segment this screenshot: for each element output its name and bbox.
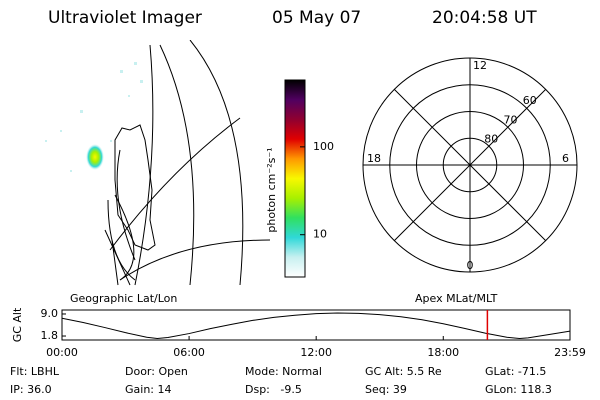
status-field: Mode: Normal bbox=[245, 365, 322, 378]
map bbox=[45, 40, 270, 286]
colorbar: 10 100 bbox=[284, 79, 334, 278]
altitude-line bbox=[61, 312, 571, 339]
colorbar-tick-label: 100 bbox=[313, 140, 334, 153]
y-tick-label: 1.8 bbox=[41, 329, 59, 342]
status-field: Gain: 14 bbox=[125, 383, 172, 396]
polar-label: Apex MLat/MLT bbox=[415, 292, 498, 305]
aurora-spot bbox=[86, 144, 104, 170]
x-tick-label: 06:00 bbox=[173, 346, 205, 359]
title: Ultraviolet Imager bbox=[48, 8, 202, 28]
lat-ring bbox=[389, 84, 551, 246]
status-field: Flt: LBHL bbox=[10, 365, 60, 378]
date: 05 May 07 bbox=[272, 8, 361, 28]
orbit-plot: GC Alt 9.0 1.8 00:00 06:00 12:00 18:00 23:59 bbox=[11, 307, 586, 359]
colorbar-label: photon cm⁻²s⁻¹ bbox=[265, 147, 278, 232]
lat-label: 80 bbox=[484, 133, 498, 146]
time: 20:04:58 UT bbox=[432, 8, 537, 28]
map-label: Geographic Lat/Lon bbox=[70, 292, 177, 305]
status-field: GLat: -71.5 bbox=[485, 365, 546, 378]
lat-label: 60 bbox=[523, 94, 537, 107]
status-field: GC Alt: 5.5 Re bbox=[365, 365, 442, 378]
noise-speckle bbox=[45, 62, 143, 172]
mlt-label: 18 bbox=[367, 152, 381, 165]
lat-label: 70 bbox=[504, 113, 518, 126]
x-tick-label: 18:00 bbox=[427, 346, 459, 359]
x-tick-label: 12:00 bbox=[300, 346, 332, 359]
y-tick-label: 9.0 bbox=[41, 307, 59, 320]
x-tick-label: 00:00 bbox=[46, 346, 78, 359]
lat-ring bbox=[416, 111, 524, 219]
polar-spoke bbox=[393, 88, 547, 242]
colorbar-tick-label: 10 bbox=[313, 228, 327, 241]
y-axis-label: GC Alt bbox=[11, 307, 24, 342]
status-field: IP: 36.0 bbox=[10, 383, 52, 396]
status-field: Seq: 39 bbox=[365, 383, 407, 396]
footer: Flt: LBHL Door: Open Mode: Normal GC Alt: 5… bbox=[10, 365, 552, 396]
status-field: Door: Open bbox=[125, 365, 188, 378]
mlt-label: 6 bbox=[562, 152, 569, 165]
lat-ring bbox=[442, 137, 498, 193]
status-field: Dsp: -9.5 bbox=[245, 383, 302, 396]
mlt-label: 12 bbox=[473, 59, 487, 72]
status-field: GLon: 118.3 bbox=[485, 383, 552, 396]
mlt-label: 0 bbox=[467, 259, 474, 272]
colorbar-fill bbox=[284, 79, 306, 278]
x-tick-label: 23:59 bbox=[554, 346, 586, 359]
